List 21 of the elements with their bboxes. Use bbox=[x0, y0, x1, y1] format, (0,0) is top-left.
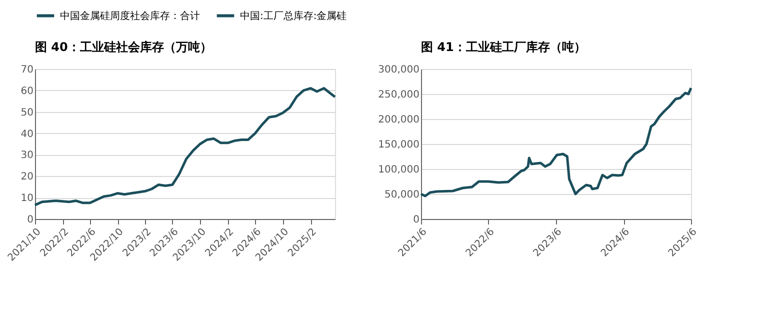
y-tick-label: 250,000 bbox=[378, 90, 420, 100]
legend-label: 中国金属硅周度社会库存：合计 bbox=[60, 10, 200, 22]
line-series bbox=[34, 87, 336, 206]
legend-label: 中国:工厂总库存:金属硅 bbox=[240, 10, 347, 22]
y-tick-label: 0 bbox=[27, 214, 34, 226]
y-tick-label: 150,000 bbox=[378, 140, 420, 150]
chart-title: 图 40：工业硅社会库存（万吨） bbox=[35, 40, 212, 54]
y-tick-label: 50 bbox=[20, 107, 34, 118]
y-tick-label: 30 bbox=[20, 150, 34, 162]
y-tick-label: 50,000 bbox=[384, 190, 420, 200]
y-tick-label: 10 bbox=[20, 193, 34, 204]
y-tick-label: 0 bbox=[413, 214, 420, 226]
line-series bbox=[420, 86, 692, 198]
y-tick-label: 300,000 bbox=[378, 64, 420, 76]
y-tick-label: 60 bbox=[20, 86, 34, 97]
y-tick-label: 40 bbox=[20, 128, 34, 140]
y-tick-label: 100,000 bbox=[378, 164, 420, 176]
y-tick-label: 200,000 bbox=[378, 114, 420, 126]
y-tick-label: 70 bbox=[20, 64, 34, 76]
y-tick-label: 20 bbox=[20, 172, 34, 183]
chart-title: 图 41：工业硅工厂库存（吨） bbox=[421, 40, 586, 54]
